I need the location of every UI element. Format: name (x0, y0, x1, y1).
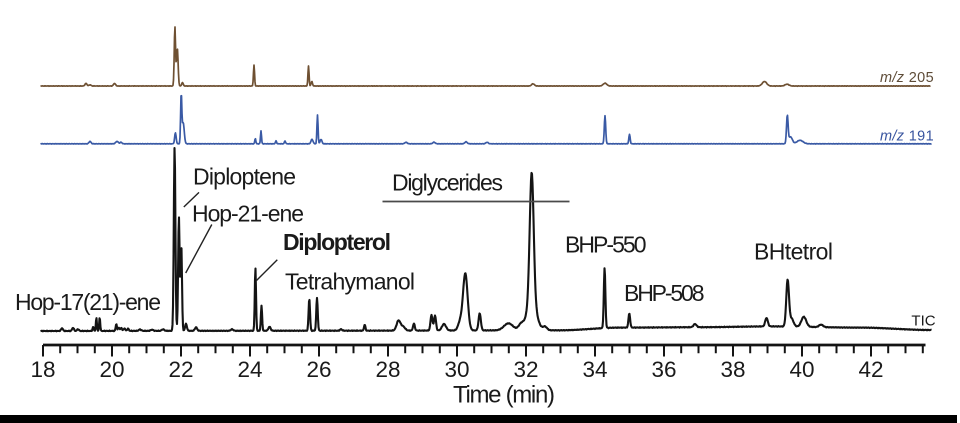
svg-text:32: 32 (513, 357, 538, 382)
svg-text:34: 34 (582, 357, 607, 382)
svg-text:BHP-508: BHP-508 (624, 280, 705, 306)
svg-text:18: 18 (30, 357, 55, 382)
svg-text:Diploptene: Diploptene (193, 164, 296, 190)
svg-text:Diglycerides: Diglycerides (392, 170, 503, 196)
svg-text:Diplopterol: Diplopterol (283, 229, 391, 255)
svg-text:26: 26 (306, 357, 331, 382)
svg-text:24: 24 (237, 357, 262, 382)
svg-text:m/z 205: m/z 205 (880, 70, 934, 86)
svg-text:38: 38 (720, 357, 745, 382)
svg-text:20: 20 (99, 357, 124, 382)
svg-text:30: 30 (444, 357, 469, 382)
svg-text:40: 40 (789, 357, 814, 382)
svg-text:36: 36 (651, 357, 676, 382)
svg-text:28: 28 (375, 357, 400, 382)
svg-text:TIC: TIC (911, 313, 935, 330)
svg-text:BHtetrol: BHtetrol (754, 239, 833, 265)
svg-text:22: 22 (168, 357, 193, 382)
svg-text:Hop-21-ene: Hop-21-ene (192, 201, 304, 227)
svg-text:BHP-550: BHP-550 (565, 232, 647, 258)
svg-text:Hop-17(21)-ene: Hop-17(21)-ene (15, 289, 161, 315)
svg-text:m/z 191: m/z 191 (880, 129, 934, 145)
svg-text:Time (min): Time (min) (453, 382, 555, 409)
svg-text:42: 42 (858, 357, 883, 382)
svg-text:Tetrahymanol: Tetrahymanol (285, 269, 415, 295)
